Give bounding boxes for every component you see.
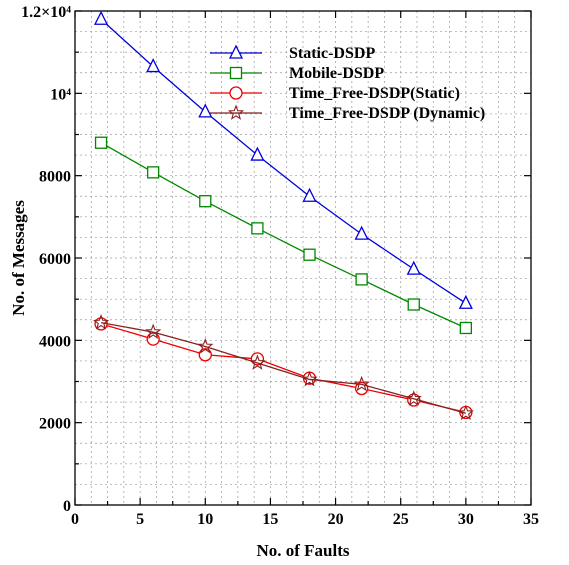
data-point <box>249 354 266 370</box>
data-point <box>199 195 212 208</box>
series-4 <box>92 314 475 421</box>
y-tick-label: 10⁴ <box>50 86 71 103</box>
data-point <box>198 103 213 118</box>
x-tick-label: 20 <box>328 511 344 528</box>
x-tick-label: 0 <box>71 511 79 528</box>
y-tick-label: 1.2×10⁴ <box>21 4 71 21</box>
x-tick-label: 10 <box>197 511 213 528</box>
series-2 <box>94 136 473 335</box>
data-point <box>355 273 368 286</box>
data-point <box>407 298 420 311</box>
y-axis-title: No. of Messages <box>9 200 28 316</box>
legend-item: Time_Free-DSDP(Static) <box>210 85 460 102</box>
series-line <box>100 323 467 414</box>
data-point <box>94 136 108 149</box>
data-point <box>303 248 316 261</box>
legend-marker <box>229 66 243 80</box>
data-point <box>94 10 109 25</box>
x-axis-title: No. of Faults <box>256 541 349 560</box>
legend-label: Static-DSDP <box>289 45 375 62</box>
x-tick-label: 5 <box>136 511 144 528</box>
x-tick-label: 15 <box>262 511 278 528</box>
data-point <box>405 390 422 406</box>
legend-label: Time_Free-DSDP(Static) <box>289 85 460 102</box>
legend-item: Mobile-DSDP <box>210 65 384 82</box>
series-1 <box>94 10 473 309</box>
legend-marker <box>228 44 244 59</box>
data-point <box>147 166 160 179</box>
data-point <box>145 323 162 340</box>
data-point <box>354 225 369 240</box>
data-point <box>146 58 161 73</box>
y-tick-label: 6000 <box>39 251 71 268</box>
x-tick-label: 25 <box>393 511 409 528</box>
series-line <box>100 18 467 304</box>
legend: Static-DSDP Mobile-DSDP Time_Free-DSDP(Sta… <box>210 44 485 122</box>
y-tick-label: 4000 <box>39 333 71 350</box>
y-tick-label: 0 <box>63 498 71 515</box>
data-point <box>301 370 318 387</box>
legend-label: Time_Free-DSDP (Dynamic) <box>289 105 485 122</box>
y-tick-label: 2000 <box>39 416 71 433</box>
grid-lines <box>75 11 531 505</box>
data-point <box>92 314 110 330</box>
data-point <box>251 222 264 235</box>
series-line <box>100 142 467 329</box>
data-point <box>302 187 317 202</box>
legend-marker <box>227 104 245 120</box>
ticks <box>74 10 532 506</box>
data-point <box>458 294 473 309</box>
data-point <box>459 321 473 335</box>
data-point <box>457 404 475 421</box>
data-point <box>197 337 214 354</box>
data-point <box>146 332 160 346</box>
data-point <box>353 375 370 392</box>
legend-item: Static-DSDP <box>210 44 375 62</box>
x-tick-label: 30 <box>458 511 474 528</box>
x-tick-label: 35 <box>523 511 539 528</box>
data-point <box>250 146 265 161</box>
legend-label: Mobile-DSDP <box>289 65 384 82</box>
y-tick-label: 8000 <box>39 169 71 186</box>
data-point <box>406 260 421 275</box>
legend-item: Time_Free-DSDP (Dynamic) <box>210 104 485 122</box>
legend-marker <box>229 86 243 100</box>
series-line <box>100 321 467 414</box>
